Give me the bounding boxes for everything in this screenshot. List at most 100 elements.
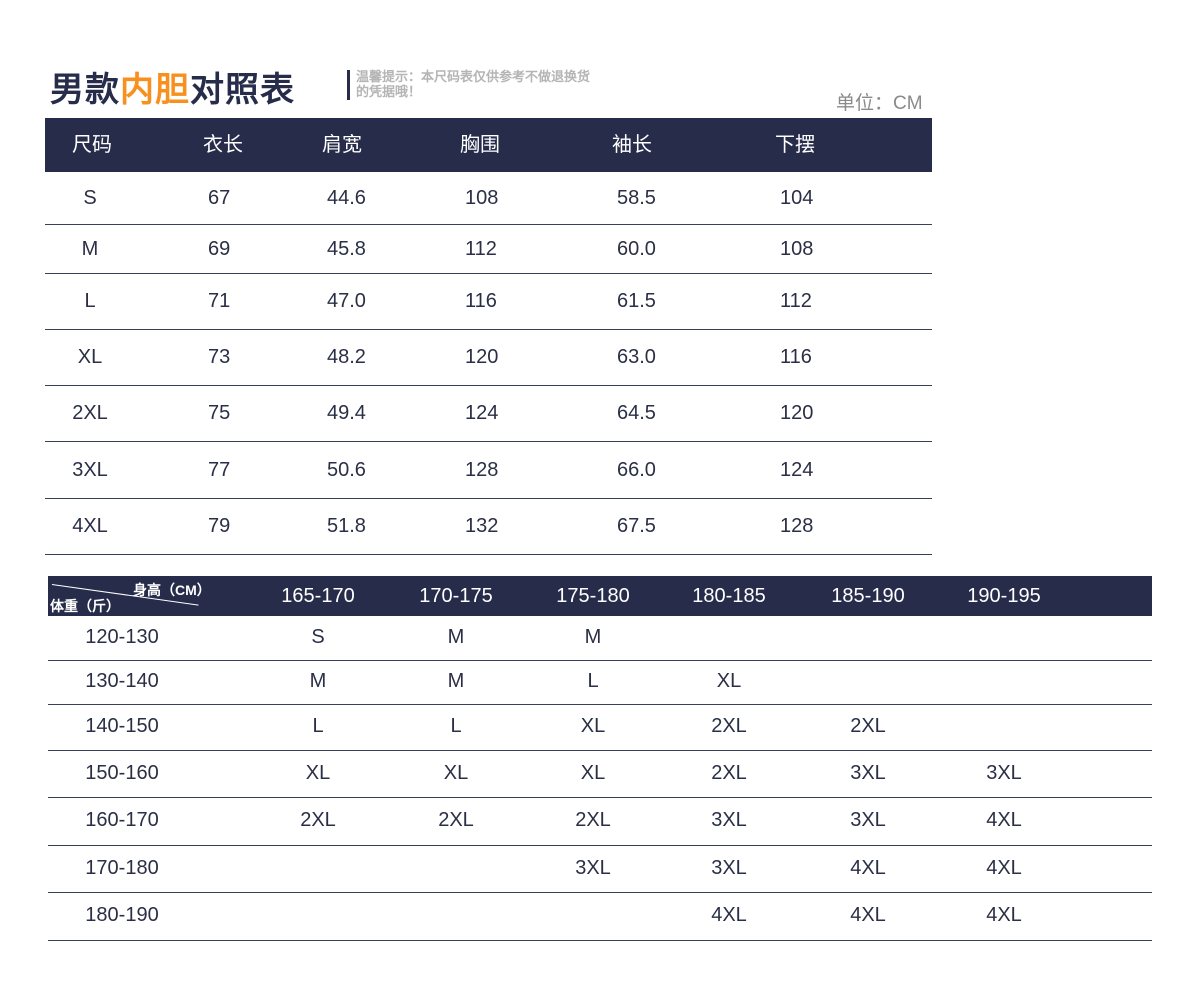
- table-cell: L: [312, 715, 324, 737]
- table-row: [45, 330, 932, 386]
- column-header: 胸围: [460, 134, 500, 156]
- unit-label: 单位：CM: [836, 93, 923, 114]
- table-cell: 112: [780, 290, 812, 312]
- title-part: 男款: [50, 70, 120, 110]
- table-cell: 3XL: [72, 458, 108, 481]
- table-row: [45, 499, 932, 555]
- table-cell: 160-170: [85, 809, 159, 831]
- table-cell: 63.0: [617, 346, 656, 368]
- table-row: [48, 798, 1152, 846]
- table-cell: M: [447, 670, 465, 692]
- table-cell: 60.0: [617, 237, 656, 260]
- table-cell: 4XL: [850, 904, 886, 926]
- table-cell: 71: [208, 290, 231, 312]
- table-row: [45, 274, 932, 330]
- table-cell: 112: [465, 237, 497, 260]
- table-cell: 48.2: [327, 346, 366, 368]
- table-cell: 116: [780, 346, 812, 368]
- corner-label-weight: 体重（斤）: [50, 598, 120, 614]
- table-cell: 130-140: [85, 670, 159, 692]
- table-cell: 104: [780, 186, 814, 209]
- table-cell: 2XL: [711, 761, 747, 784]
- table-cell: 120: [780, 402, 814, 424]
- table-cell: 3XL: [850, 809, 886, 831]
- table-cell: 128: [465, 458, 499, 481]
- table-cell: S: [311, 625, 325, 648]
- table-cell: 2XL: [72, 402, 108, 424]
- table-cell: 170-180: [85, 856, 159, 879]
- table-cell: 140-150: [85, 715, 159, 737]
- table-cell: 44.6: [327, 186, 366, 209]
- divider: [347, 70, 350, 100]
- table-cell: 4XL: [850, 856, 886, 879]
- table-cell: 4XL: [711, 904, 747, 926]
- table-cell: L: [587, 670, 599, 692]
- table-cell: 3XL: [575, 856, 611, 879]
- table-cell: XL: [305, 761, 331, 784]
- table-cell: 128: [780, 515, 814, 537]
- column-header: 下摆: [775, 134, 815, 156]
- table-cell: XL: [580, 761, 606, 784]
- column-header: 180-185: [692, 585, 766, 607]
- table-row: [48, 661, 1152, 705]
- tip-text: 温馨提示：本尺码表仅供参考不做退换货的凭据哦！: [356, 69, 591, 99]
- table-cell: L: [84, 290, 96, 312]
- table-row: [48, 893, 1152, 941]
- table-cell: 77: [208, 458, 231, 481]
- table-cell: 132: [465, 515, 499, 537]
- table-cell: 73: [208, 346, 231, 368]
- table-cell: XL: [443, 761, 469, 784]
- table-cell: 150-160: [85, 761, 159, 784]
- table-cell: XL: [716, 670, 742, 692]
- table-cell: 124: [465, 402, 499, 424]
- table-cell: S: [83, 186, 97, 209]
- table-cell: 2XL: [850, 715, 886, 737]
- table-cell: 4XL: [986, 904, 1022, 926]
- table-cell: M: [584, 625, 602, 648]
- table-cell: 120: [465, 346, 499, 368]
- table-row: [48, 846, 1152, 893]
- page-title: 男款内胆对照表: [50, 62, 295, 111]
- table-header: [48, 576, 1152, 616]
- table-cell: 51.8: [327, 515, 366, 537]
- column-header: 尺码: [72, 134, 112, 156]
- table-cell: 79: [208, 515, 231, 537]
- table-cell: 180-190: [85, 904, 159, 926]
- title-part: 对照表: [190, 70, 295, 110]
- table-cell: 2XL: [300, 809, 336, 831]
- table-cell: 2XL: [438, 809, 474, 831]
- table-cell: 64.5: [617, 402, 656, 424]
- table-cell: 67.5: [617, 515, 656, 537]
- column-header: 185-190: [831, 585, 905, 607]
- table-cell: 3XL: [711, 856, 747, 879]
- table-cell: 49.4: [327, 402, 366, 424]
- table-cell: M: [81, 237, 99, 260]
- table-cell: 2XL: [711, 715, 747, 737]
- table-cell: 124: [780, 458, 814, 481]
- column-header: 170-175: [419, 585, 493, 607]
- table-cell: 116: [465, 290, 497, 312]
- table-cell: 3XL: [986, 761, 1022, 784]
- table-row: [48, 751, 1152, 798]
- table-header: [45, 118, 932, 172]
- table-cell: 4XL: [986, 856, 1022, 879]
- column-header: 175-180: [556, 585, 630, 607]
- column-header: 袖长: [612, 134, 652, 156]
- table-cell: L: [450, 715, 462, 737]
- table-cell: 108: [465, 186, 499, 209]
- table-row: [45, 172, 932, 225]
- table-row: [45, 386, 932, 442]
- table-row: [45, 442, 932, 499]
- table-cell: 3XL: [850, 761, 886, 784]
- column-header: 肩宽: [322, 134, 362, 156]
- table-cell: 61.5: [617, 290, 656, 312]
- table-row: [48, 705, 1152, 751]
- table-cell: 67: [208, 186, 231, 209]
- table-cell: 69: [208, 237, 231, 260]
- table-cell: 47.0: [327, 290, 366, 312]
- column-header: 165-170: [281, 585, 355, 607]
- table-cell: M: [309, 670, 327, 692]
- table-cell: XL: [77, 346, 103, 368]
- column-header: 190-195: [967, 585, 1041, 607]
- table-cell: M: [447, 625, 465, 648]
